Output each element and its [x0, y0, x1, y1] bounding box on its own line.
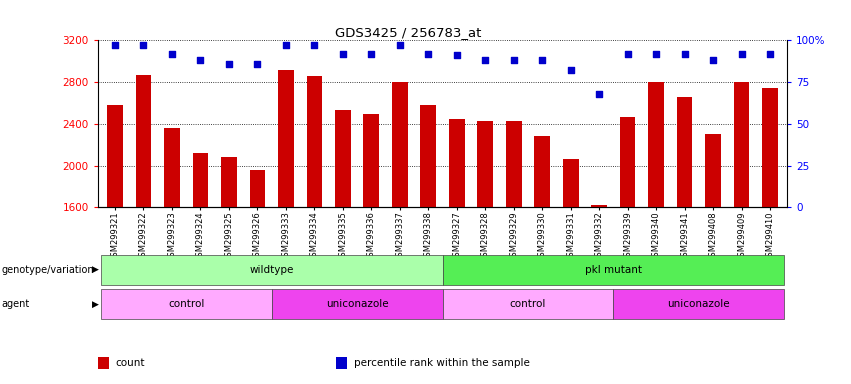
Text: agent: agent	[2, 299, 30, 310]
Bar	[705, 134, 721, 207]
Text: count: count	[116, 358, 146, 368]
Point	[621, 51, 635, 57]
Bar	[306, 76, 323, 207]
Point	[535, 57, 549, 63]
FancyBboxPatch shape	[443, 289, 614, 319]
Point	[165, 51, 179, 57]
FancyBboxPatch shape	[100, 289, 271, 319]
Bar	[278, 70, 294, 207]
Point	[250, 61, 264, 67]
Bar	[734, 82, 750, 207]
Bar	[449, 119, 465, 207]
Bar	[335, 110, 351, 207]
Bar	[648, 82, 664, 207]
Point	[478, 57, 492, 63]
Text: control: control	[168, 299, 204, 310]
FancyBboxPatch shape	[271, 289, 443, 319]
FancyBboxPatch shape	[614, 289, 785, 319]
Text: control: control	[510, 299, 546, 310]
Point	[592, 91, 606, 97]
Point	[137, 42, 151, 48]
Text: genotype/variation: genotype/variation	[2, 265, 94, 275]
Text: percentile rank within the sample: percentile rank within the sample	[354, 358, 530, 368]
Bar	[135, 75, 151, 207]
Point	[649, 51, 663, 57]
Bar	[192, 153, 208, 207]
Point	[393, 42, 407, 48]
Bar	[420, 105, 436, 207]
Bar	[221, 157, 237, 207]
Text: pkl mutant: pkl mutant	[585, 265, 642, 275]
Point	[507, 57, 521, 63]
Point	[336, 51, 350, 57]
Text: uniconazole: uniconazole	[667, 299, 730, 310]
Point	[734, 51, 748, 57]
Bar	[620, 116, 636, 207]
Point	[706, 57, 720, 63]
Point	[421, 51, 435, 57]
Text: ▶: ▶	[92, 300, 99, 309]
Bar	[677, 97, 693, 207]
Point	[564, 67, 578, 73]
Point	[450, 52, 464, 58]
Bar	[477, 121, 493, 207]
Point	[222, 61, 236, 67]
Text: uniconazole: uniconazole	[326, 299, 388, 310]
Bar	[249, 170, 266, 207]
Point	[364, 51, 378, 57]
Bar	[563, 159, 579, 207]
FancyBboxPatch shape	[100, 255, 443, 285]
FancyBboxPatch shape	[443, 255, 785, 285]
Bar	[591, 205, 607, 207]
Point	[678, 51, 692, 57]
Point	[279, 42, 293, 48]
Bar	[762, 88, 778, 207]
Bar	[505, 121, 522, 207]
Title: GDS3425 / 256783_at: GDS3425 / 256783_at	[334, 26, 482, 39]
Bar	[363, 114, 380, 207]
Bar	[534, 136, 550, 207]
Point	[307, 42, 321, 48]
Bar	[164, 128, 180, 207]
Point	[763, 51, 777, 57]
Bar	[107, 105, 123, 207]
Bar	[392, 82, 408, 207]
Text: ▶: ▶	[92, 265, 99, 274]
Point	[108, 42, 122, 48]
Point	[193, 57, 207, 63]
Text: wildtype: wildtype	[249, 265, 294, 275]
